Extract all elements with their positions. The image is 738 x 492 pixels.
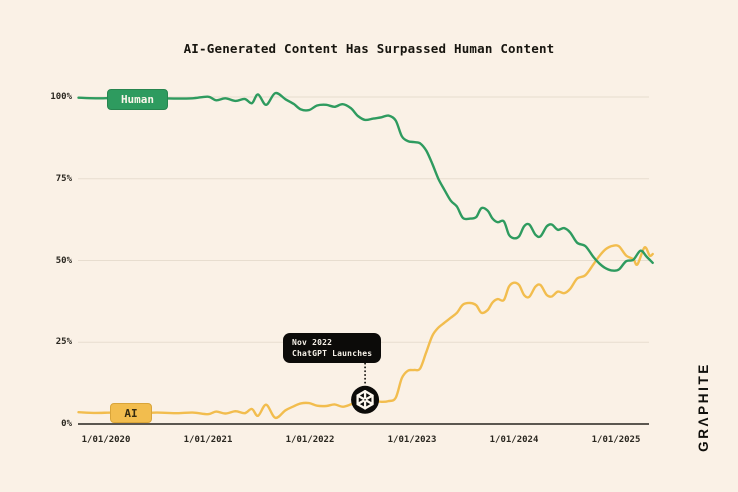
x-tick-label: 1/01/2021 — [183, 435, 233, 445]
x-tick-label: 1/01/2020 — [81, 435, 131, 445]
x-tick-label: 1/01/2022 — [285, 435, 335, 445]
chart-series — [77, 91, 654, 420]
y-tick-label: 0% — [61, 419, 72, 429]
ai-series-badge: AI — [110, 403, 152, 423]
x-tick-label: 1/01/2025 — [591, 435, 641, 445]
chart-title: AI-Generated Content Has Surpassed Human… — [183, 41, 555, 56]
annotation-tooltip: Nov 2022 ChatGPT Launches — [283, 333, 382, 363]
y-tick-label: 50% — [55, 255, 72, 266]
human-series-badge: Human — [107, 89, 168, 110]
graphite-wordmark: GRΛPHITE — [696, 362, 711, 452]
human-line — [77, 91, 654, 272]
y-tick-label: 75% — [55, 173, 72, 184]
chatgpt-launch-marker — [351, 362, 380, 414]
x-tick-label: 1/01/2023 — [387, 435, 437, 445]
ai-line — [77, 244, 654, 420]
gridlines — [78, 96, 649, 425]
annotation-line-1: Nov 2022 — [292, 338, 333, 347]
openai-marker-circle — [351, 385, 380, 414]
annotation-line-2: ChatGPT Launches — [292, 349, 373, 358]
y-tick-label: 100% — [50, 92, 72, 102]
x-tick-label: 1/01/2024 — [489, 435, 539, 445]
openai-logo-icon — [356, 390, 374, 410]
y-tick-label: 25% — [55, 337, 72, 348]
